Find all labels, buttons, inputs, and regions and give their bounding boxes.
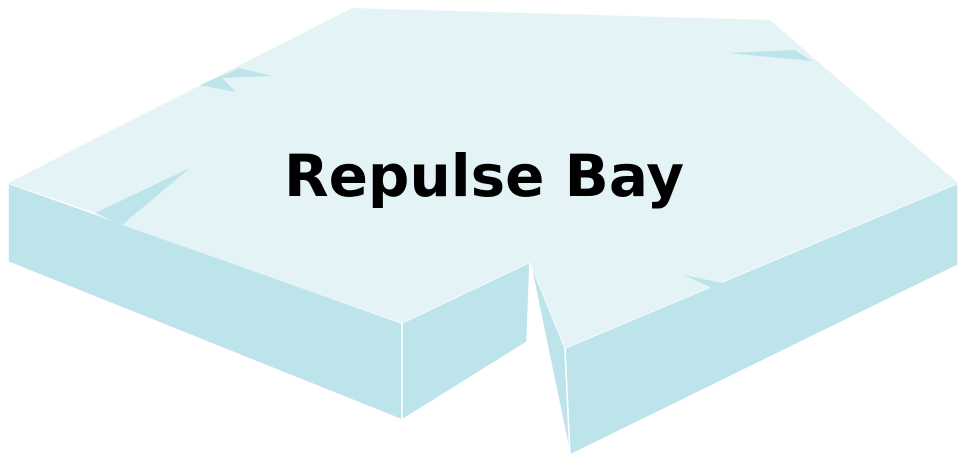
ice-floe: Repulse Bay xyxy=(0,0,958,456)
page: Repulse Bay (() => { const data = JSON.p… xyxy=(0,0,958,456)
floe-label: Repulse Bay xyxy=(284,142,684,210)
